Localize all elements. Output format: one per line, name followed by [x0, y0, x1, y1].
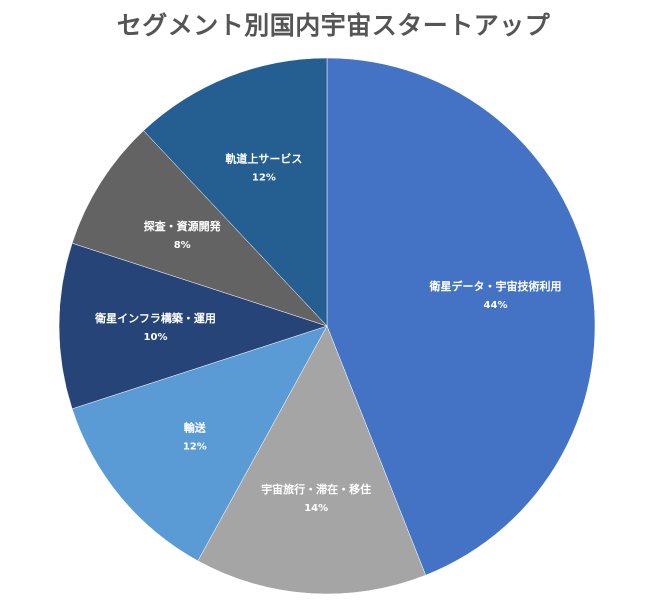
slice-label-2: 輸送 [184, 420, 207, 434]
slice-value-label-0: 44% [484, 300, 508, 311]
pie-slice-0 [326, 57, 596, 576]
slice-value-label-1: 14% [304, 503, 328, 514]
slice-label-0: 衛星データ・宇宙技術利用 [429, 279, 562, 293]
pie-slice-5 [143, 57, 328, 327]
slice-label-4: 探査・資源開発 [144, 219, 222, 233]
pie-slice-3 [58, 242, 328, 410]
chart-title: セグメント別国内宇宙スタートアップ [116, 11, 551, 40]
slice-value-label-2: 12% [183, 441, 207, 452]
slice-value-label-5: 12% [252, 173, 276, 184]
pie-slice-4 [71, 130, 328, 327]
slice-value-label-4: 8% [174, 240, 191, 251]
pie-slice-1 [197, 325, 426, 595]
slice-label-1: 宇宙旅行・滞在・移住 [261, 482, 371, 496]
pie-slice-2 [71, 325, 328, 562]
slice-label-5: 軌道上サービス [225, 152, 302, 166]
slice-label-3: 衛星インフラ構築・運用 [94, 311, 216, 325]
slice-value-label-3: 10% [144, 332, 168, 343]
